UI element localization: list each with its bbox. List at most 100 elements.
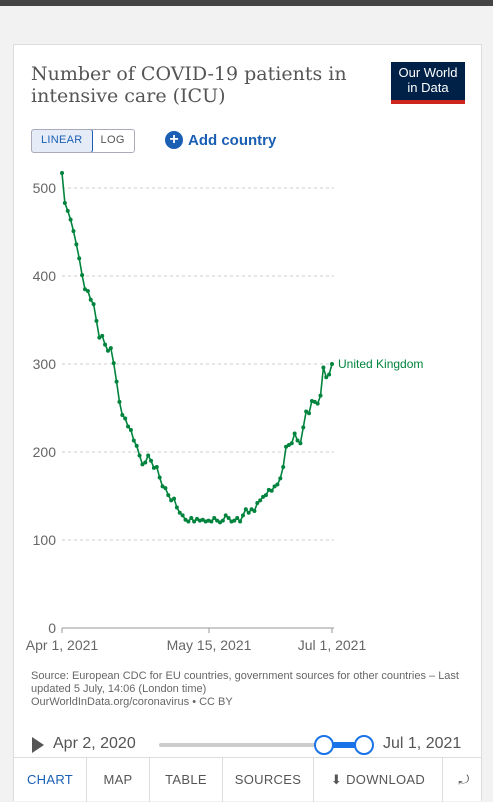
data-point: [195, 516, 199, 521]
data-point: [94, 318, 99, 323]
data-point: [226, 516, 231, 520]
data-point: [261, 494, 266, 499]
data-point: [128, 428, 133, 432]
data-point: [301, 425, 306, 430]
data-point: [217, 520, 222, 525]
data-point: [137, 453, 142, 458]
data-point: [246, 510, 251, 515]
data-point: [65, 208, 70, 213]
data-point: [212, 516, 217, 520]
share-button[interactable]: ⤾: [443, 758, 485, 802]
timeline-track[interactable]: [159, 743, 364, 747]
line-chart: 0 100 200 300 400 500 Apr 1, 2021 May 15, 2021 J…: [26, 171, 423, 653]
data-point: [117, 399, 122, 404]
timeline-start-handle[interactable]: [314, 735, 334, 755]
data-point: [114, 379, 119, 384]
data-point: [62, 200, 67, 205]
data-point: [103, 342, 108, 347]
data-point: [183, 517, 188, 522]
data-point: [123, 416, 128, 421]
chart-title: Number of COVID-19 patients in intensive…: [31, 63, 347, 107]
data-point: [166, 493, 171, 498]
source-note: Source: European CDC for EU countries, g…: [31, 670, 471, 709]
data-point: [186, 519, 191, 524]
data-point: [304, 409, 309, 414]
play-icon[interactable]: [32, 737, 44, 753]
data-point: [131, 438, 136, 443]
source-text: Source: European CDC for EU countries, g…: [31, 670, 459, 695]
y-tick-label: 400: [33, 268, 57, 284]
y-tick-label: 300: [33, 356, 57, 372]
x-tick-label: May 15, 2021: [167, 637, 252, 653]
data-point: [149, 458, 154, 463]
data-point: [255, 501, 260, 506]
data-point: [91, 302, 96, 307]
data-point: [272, 484, 277, 489]
logo-line-1: Our World: [398, 65, 458, 80]
tab-map[interactable]: MAP: [87, 758, 150, 802]
data-point: [163, 486, 168, 491]
data-point: [200, 517, 205, 522]
data-point: [315, 401, 320, 406]
data-point: [292, 431, 297, 436]
tab-table[interactable]: TABLE: [150, 758, 223, 802]
data-point: [252, 508, 257, 513]
data-point: [249, 507, 254, 512]
data-point: [189, 516, 194, 520]
data-point: [298, 441, 303, 446]
log-scale-button[interactable]: LOG: [100, 134, 125, 146]
tab-sources[interactable]: SOURCES: [223, 758, 314, 802]
data-point: [174, 505, 179, 510]
tab-download-label: DOWNLOAD: [346, 772, 426, 787]
y-tick-label: 0: [48, 620, 56, 636]
data-point: [284, 444, 289, 449]
data-point: [111, 361, 116, 366]
linear-scale-button[interactable]: LINEAR: [31, 130, 93, 152]
data-point: [74, 242, 79, 247]
data-point: [169, 498, 174, 503]
data-point: [215, 518, 220, 523]
data-point: [269, 488, 274, 493]
data-point: [312, 399, 317, 404]
y-tick-label: 100: [33, 532, 57, 548]
tab-download[interactable]: ⬇ DOWNLOAD: [314, 758, 443, 802]
data-point: [295, 438, 300, 443]
data-point: [209, 519, 214, 524]
data-point: [240, 513, 245, 518]
data-point: [160, 484, 165, 489]
data-point: [318, 393, 323, 398]
data-point: [60, 171, 64, 176]
data-point: [71, 229, 76, 234]
add-country-button[interactable]: + Add country: [165, 129, 276, 151]
data-point: [327, 372, 332, 377]
data-point: [275, 482, 280, 487]
add-country-label: Add country: [188, 131, 277, 149]
data-point: [220, 518, 225, 523]
owid-logo[interactable]: Our World in Data: [391, 62, 465, 104]
timeline-end-label: Jul 1, 2021: [383, 735, 462, 752]
source-url[interactable]: OurWorldInData.org/coronavirus • CC BY: [31, 696, 233, 708]
data-point: [321, 365, 326, 370]
series-label-united-kingdom: United Kingdom: [338, 357, 423, 371]
data-point: [97, 335, 102, 340]
timeline-start-label: Apr 2, 2020: [53, 735, 136, 752]
data-point: [105, 348, 110, 353]
tab-chart[interactable]: CHART: [14, 758, 87, 802]
data-point: [100, 333, 105, 338]
tab-bar: CHART MAP TABLE SOURCES ⬇ DOWNLOAD ⤾: [14, 757, 481, 802]
data-point: [108, 346, 113, 351]
data-point: [281, 464, 286, 469]
timeline-end-handle[interactable]: [354, 735, 374, 755]
data-point: [235, 516, 240, 520]
data-point: [238, 519, 243, 524]
data-point: [180, 513, 185, 518]
data-point: [80, 273, 85, 278]
x-tick-label: Apr 1, 2021: [26, 637, 99, 653]
data-point: [286, 442, 291, 447]
share-icon: ⤾: [458, 772, 470, 787]
data-point: [263, 493, 268, 498]
x-tick-label: Jul 1, 2021: [298, 637, 367, 653]
data-point: [324, 375, 329, 380]
data-point: [134, 443, 139, 448]
data-point: [232, 518, 237, 523]
